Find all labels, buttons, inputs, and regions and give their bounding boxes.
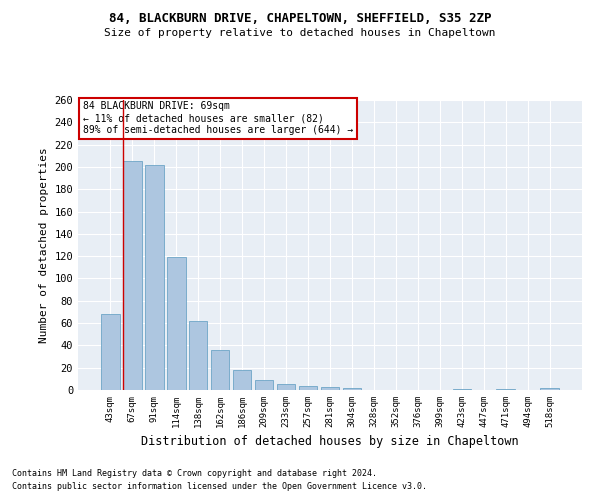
Bar — [255, 380, 274, 390]
Bar — [101, 314, 119, 390]
Text: 84, BLACKBURN DRIVE, CHAPELTOWN, SHEFFIELD, S35 2ZP: 84, BLACKBURN DRIVE, CHAPELTOWN, SHEFFIE… — [109, 12, 491, 26]
Bar — [320, 386, 340, 390]
X-axis label: Distribution of detached houses by size in Chapeltown: Distribution of detached houses by size … — [141, 436, 519, 448]
Y-axis label: Number of detached properties: Number of detached properties — [39, 147, 49, 343]
Bar — [452, 389, 471, 390]
Text: Contains public sector information licensed under the Open Government Licence v3: Contains public sector information licen… — [12, 482, 427, 491]
Bar — [211, 350, 229, 390]
Bar — [277, 384, 295, 390]
Bar — [145, 164, 164, 390]
Text: Size of property relative to detached houses in Chapeltown: Size of property relative to detached ho… — [104, 28, 496, 38]
Text: 84 BLACKBURN DRIVE: 69sqm
← 11% of detached houses are smaller (82)
89% of semi-: 84 BLACKBURN DRIVE: 69sqm ← 11% of detac… — [83, 102, 353, 134]
Bar — [123, 162, 142, 390]
Bar — [496, 389, 515, 390]
Text: Contains HM Land Registry data © Crown copyright and database right 2024.: Contains HM Land Registry data © Crown c… — [12, 468, 377, 477]
Bar — [167, 258, 185, 390]
Bar — [541, 388, 559, 390]
Bar — [233, 370, 251, 390]
Bar — [343, 388, 361, 390]
Bar — [189, 321, 208, 390]
Bar — [299, 386, 317, 390]
